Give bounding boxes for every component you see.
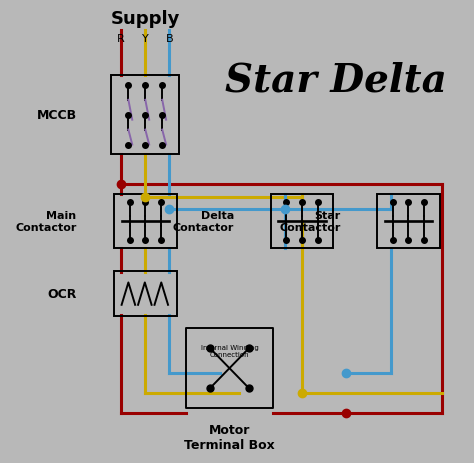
Text: MCCB: MCCB [36,109,77,122]
Text: Star Delta: Star Delta [225,62,447,100]
Text: OCR: OCR [47,288,77,300]
Text: Internal Winding
Connection: Internal Winding Connection [201,344,258,357]
Text: Y: Y [142,34,149,44]
Text: Main
Contactor: Main Contactor [15,211,77,232]
Bar [271,194,334,249]
Text: Motor
Terminal Box: Motor Terminal Box [184,423,275,451]
Text: B: B [166,34,173,44]
Text: Star
Contactor: Star Contactor [279,211,341,232]
Bar [111,76,179,155]
Bar [186,329,273,408]
Bar [114,272,177,316]
Text: Delta
Contactor: Delta Contactor [173,211,234,232]
Bar [114,194,177,249]
Bar [377,194,440,249]
Text: R: R [117,34,125,44]
Text: Supply: Supply [110,10,180,28]
